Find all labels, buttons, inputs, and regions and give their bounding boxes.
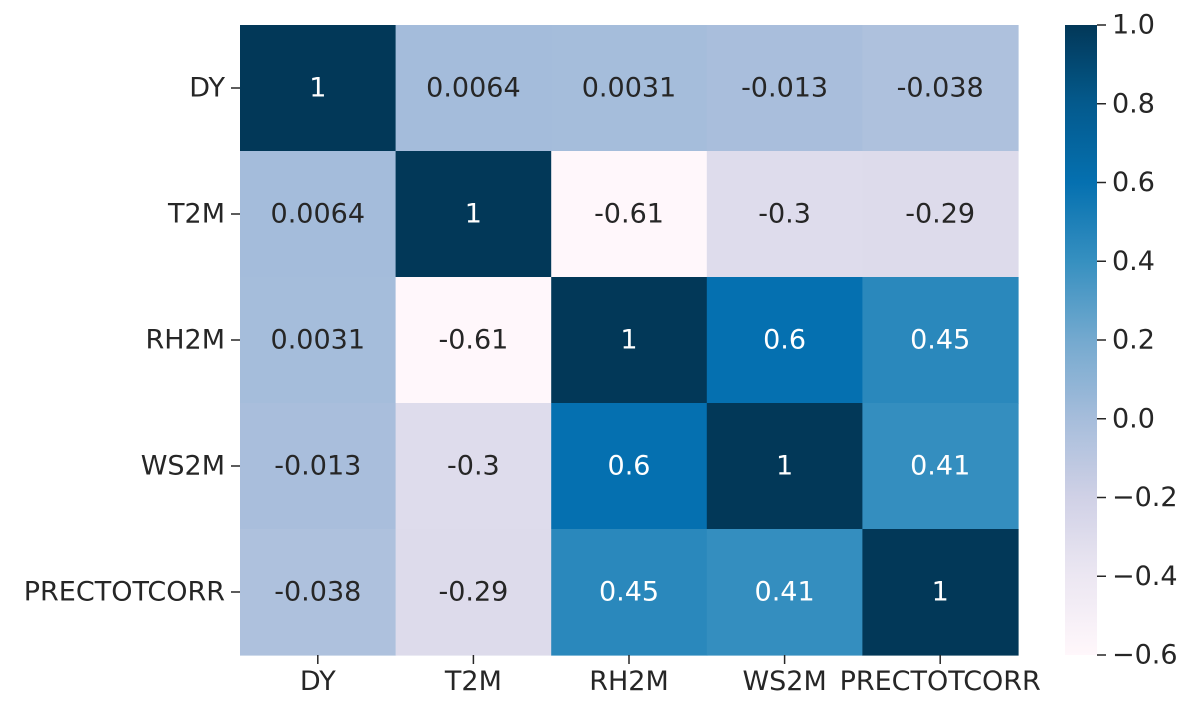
heatmap-cell	[706, 25, 863, 152]
colorbar-tick-label: −0.2	[1112, 482, 1178, 513]
cell-value-label: -0.61	[594, 199, 664, 230]
cell-value-label: -0.038	[274, 577, 361, 608]
y-tick-label: RH2M	[145, 325, 225, 356]
y-tick-label: T2M	[167, 199, 225, 230]
cell-value-label: 1	[776, 451, 793, 482]
cell-value-label: 0.0031	[271, 325, 365, 356]
colorbar: 1.0 0.8 0.6 0.4 0.2 0.0 −0.2 −0.4 −0.6	[1065, 10, 1178, 671]
heatmap-cell	[395, 529, 552, 656]
cell-value-label: 0.45	[910, 325, 970, 356]
heatmap-cells: 1 0.0064 0.0031 -0.013 -0.038 0.0064 1 -0.61 -0.…	[240, 25, 1019, 656]
heatmap-cell	[240, 151, 397, 278]
colorbar-tick-label: 1.0	[1112, 10, 1155, 41]
y-tick-label: PRECTOTCORR	[24, 577, 225, 608]
x-tick-label: DY	[300, 666, 336, 697]
heatmap-cell	[240, 277, 397, 404]
x-tick-label: RH2M	[589, 666, 669, 697]
heatmap-cell	[862, 151, 1019, 278]
colorbar-tick-label: 0.4	[1112, 246, 1155, 277]
colorbar-gradient	[1065, 25, 1097, 655]
x-tick-label: PRECTOTCORR	[840, 666, 1041, 697]
column-labels: DY T2M RH2M WS2M PRECTOTCORR	[300, 655, 1041, 697]
heatmap-cell	[395, 151, 552, 278]
colorbar-tick-label: 0.8	[1112, 88, 1155, 119]
heatmap-cell	[395, 403, 552, 530]
cell-value-label: -0.61	[438, 325, 508, 356]
heatmap-cell	[240, 403, 397, 530]
colorbar-tick-label: −0.4	[1112, 561, 1178, 592]
cell-value-label: -0.3	[447, 451, 500, 482]
heatmap-cell	[551, 403, 708, 530]
heatmap-cell	[240, 529, 397, 656]
heatmap-cell	[706, 403, 863, 530]
cell-value-label: 0.0064	[426, 73, 520, 104]
heatmap-cell	[862, 403, 1019, 530]
cell-value-label: 0.6	[608, 451, 651, 482]
y-tick-label: DY	[189, 73, 225, 104]
cell-value-label: 1	[309, 73, 326, 104]
cell-value-label: -0.013	[741, 73, 828, 104]
heatmap-cell	[706, 277, 863, 404]
cell-value-label: 0.41	[755, 577, 815, 608]
cell-value-label: -0.29	[905, 199, 975, 230]
cell-value-label: 0.6	[763, 325, 806, 356]
cell-value-label: 0.45	[599, 577, 659, 608]
cell-value-label: 0.41	[910, 451, 970, 482]
colorbar-tick-label: 0.2	[1112, 325, 1155, 356]
heatmap-cell	[551, 277, 708, 404]
cell-value-label: 1	[620, 325, 637, 356]
y-tick-label: WS2M	[141, 451, 225, 482]
cell-value-label: -0.038	[897, 73, 984, 104]
heatmap-cell	[395, 25, 552, 152]
cell-value-label: 1	[465, 199, 482, 230]
cell-value-label: -0.29	[438, 577, 508, 608]
heatmap-cell	[240, 25, 397, 152]
heatmap-cell	[706, 529, 863, 656]
heatmap-cell	[551, 151, 708, 278]
heatmap-cell	[706, 151, 863, 278]
row-labels: DY T2M RH2M WS2M PRECTOTCORR	[24, 73, 240, 608]
heatmap-cell	[862, 529, 1019, 656]
heatmap-cell	[551, 529, 708, 656]
colorbar-tick-label: −0.6	[1112, 640, 1178, 671]
x-tick-label: T2M	[444, 666, 502, 697]
cell-value-label: -0.3	[758, 199, 811, 230]
heatmap-cell	[862, 25, 1019, 152]
x-tick-label: WS2M	[742, 666, 826, 697]
cell-value-label: 0.0064	[271, 199, 365, 230]
colorbar-tick-label: 0.6	[1112, 167, 1155, 198]
cell-value-label: -0.013	[274, 451, 361, 482]
heatmap-cell	[862, 277, 1019, 404]
colorbar-tick-label: 0.0	[1112, 403, 1155, 434]
heatmap-cell	[551, 25, 708, 152]
cell-value-label: 0.0031	[582, 73, 676, 104]
cell-value-label: 1	[932, 577, 949, 608]
heatmap-cell	[395, 277, 552, 404]
